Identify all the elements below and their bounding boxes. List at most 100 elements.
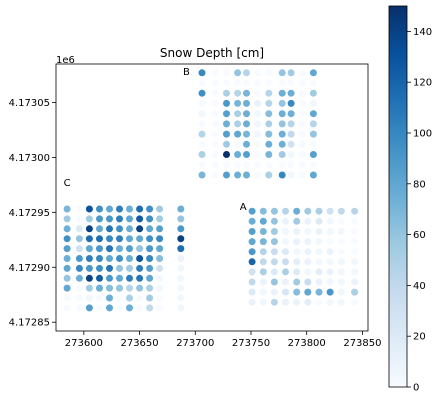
data-point-site-b bbox=[265, 79, 273, 87]
data-point-site-a bbox=[270, 298, 278, 306]
data-point-site-b bbox=[198, 161, 206, 169]
data-point-site-b bbox=[198, 151, 206, 158]
data-point-site-c bbox=[85, 245, 93, 253]
data-point-site-c bbox=[156, 304, 164, 312]
data-point-site-b bbox=[278, 69, 286, 77]
data-point-site-a bbox=[326, 238, 334, 246]
data-point-site-a bbox=[282, 248, 289, 256]
data-point-site-b bbox=[298, 171, 306, 179]
data-point-site-a bbox=[304, 258, 312, 266]
data-point-site-c bbox=[63, 225, 71, 233]
data-point-site-a bbox=[315, 288, 323, 296]
data-point-site-c bbox=[136, 294, 144, 302]
data-point-site-c bbox=[85, 274, 93, 282]
data-point-site-a bbox=[304, 217, 312, 225]
x-tick-label: 273600 bbox=[65, 338, 103, 349]
data-point-site-b bbox=[254, 140, 262, 148]
data-point-site-b bbox=[198, 130, 206, 138]
data-point-site-a bbox=[304, 278, 312, 286]
data-point-site-a bbox=[337, 278, 345, 286]
data-point-site-b bbox=[234, 161, 242, 169]
data-point-site-c bbox=[116, 294, 123, 302]
y-offset-label: 1e6 bbox=[56, 55, 75, 66]
data-point-site-c bbox=[177, 274, 185, 282]
data-point-site-b bbox=[223, 120, 230, 128]
data-point-site-b bbox=[198, 120, 206, 128]
data-point-site-c bbox=[146, 294, 154, 302]
data-point-site-c bbox=[146, 215, 154, 223]
data-point-site-b bbox=[309, 120, 317, 128]
data-point-site-c bbox=[146, 255, 154, 262]
colorbar-tick-label: 40 bbox=[413, 281, 426, 292]
data-point-site-b bbox=[309, 110, 317, 118]
data-point-site-b bbox=[278, 171, 286, 179]
data-point-site-a bbox=[282, 217, 289, 225]
data-point-site-a bbox=[315, 298, 323, 306]
data-point-site-a bbox=[337, 268, 345, 276]
data-point-site-b bbox=[223, 79, 230, 87]
data-point-site-b bbox=[243, 161, 250, 169]
data-point-site-b bbox=[298, 89, 306, 97]
data-point-site-b bbox=[243, 79, 250, 87]
data-point-site-c bbox=[63, 284, 71, 292]
data-point-site-b bbox=[234, 79, 242, 87]
data-point-site-c bbox=[106, 255, 113, 262]
data-point-site-c bbox=[146, 235, 154, 243]
data-point-site-b bbox=[223, 89, 230, 97]
data-point-site-a bbox=[326, 258, 334, 266]
data-point-site-a bbox=[259, 258, 267, 266]
data-point-site-a bbox=[293, 207, 301, 215]
data-point-site-c bbox=[75, 264, 83, 272]
data-point-site-b bbox=[287, 161, 295, 169]
site-label-b: B bbox=[183, 67, 190, 78]
data-point-site-b bbox=[198, 171, 206, 179]
data-point-site-c bbox=[146, 274, 154, 282]
data-point-site-a bbox=[304, 228, 312, 235]
y-axis-ticks: 4.17285 4.17290 4.17295 4.17300 4.17305 bbox=[9, 98, 56, 329]
data-point-site-c bbox=[116, 284, 123, 292]
data-point-site-a bbox=[337, 207, 345, 215]
data-point-site-c bbox=[106, 294, 113, 302]
data-point-site-a bbox=[304, 248, 312, 256]
data-point-site-c bbox=[177, 284, 185, 292]
y-tick-label: 4.17285 bbox=[9, 318, 50, 329]
data-point-site-c bbox=[63, 215, 71, 223]
data-point-site-a bbox=[270, 238, 278, 246]
data-point-site-c bbox=[63, 255, 71, 262]
data-point-site-a bbox=[270, 217, 278, 225]
x-tick-label: 273650 bbox=[120, 338, 158, 349]
scatter-points bbox=[63, 69, 359, 312]
data-point-site-b bbox=[243, 89, 250, 97]
data-point-site-b bbox=[278, 161, 286, 169]
data-point-site-c bbox=[126, 274, 133, 282]
data-point-site-c bbox=[85, 294, 93, 302]
data-point-site-c bbox=[126, 225, 133, 233]
data-point-site-a bbox=[259, 298, 267, 306]
data-point-site-b bbox=[298, 140, 306, 148]
data-point-site-b bbox=[254, 69, 262, 77]
data-point-site-b bbox=[309, 151, 317, 158]
data-point-site-a bbox=[248, 228, 256, 235]
y-tick-label: 4.17290 bbox=[9, 263, 50, 274]
data-point-site-b bbox=[211, 120, 219, 128]
y-tick-label: 4.17305 bbox=[9, 98, 50, 109]
data-point-site-c bbox=[96, 294, 103, 302]
colorbar-tick-label: 80 bbox=[413, 179, 426, 190]
data-point-site-c bbox=[106, 284, 113, 292]
data-point-site-a bbox=[326, 207, 334, 215]
data-point-site-c bbox=[156, 245, 164, 253]
data-point-site-c bbox=[136, 205, 144, 213]
data-point-site-c bbox=[106, 215, 113, 223]
data-point-site-b bbox=[265, 171, 273, 179]
data-point-site-c bbox=[146, 205, 154, 213]
data-point-site-b bbox=[254, 130, 262, 138]
data-point-site-b bbox=[198, 69, 206, 77]
data-point-site-b bbox=[234, 171, 242, 179]
data-point-site-b bbox=[254, 89, 262, 97]
data-point-site-c bbox=[96, 245, 103, 253]
data-point-site-c bbox=[75, 284, 83, 292]
data-point-site-b bbox=[278, 99, 286, 107]
data-point-site-c bbox=[75, 225, 83, 233]
data-point-site-a bbox=[315, 258, 323, 266]
y-tick-label: 4.17300 bbox=[9, 153, 50, 164]
